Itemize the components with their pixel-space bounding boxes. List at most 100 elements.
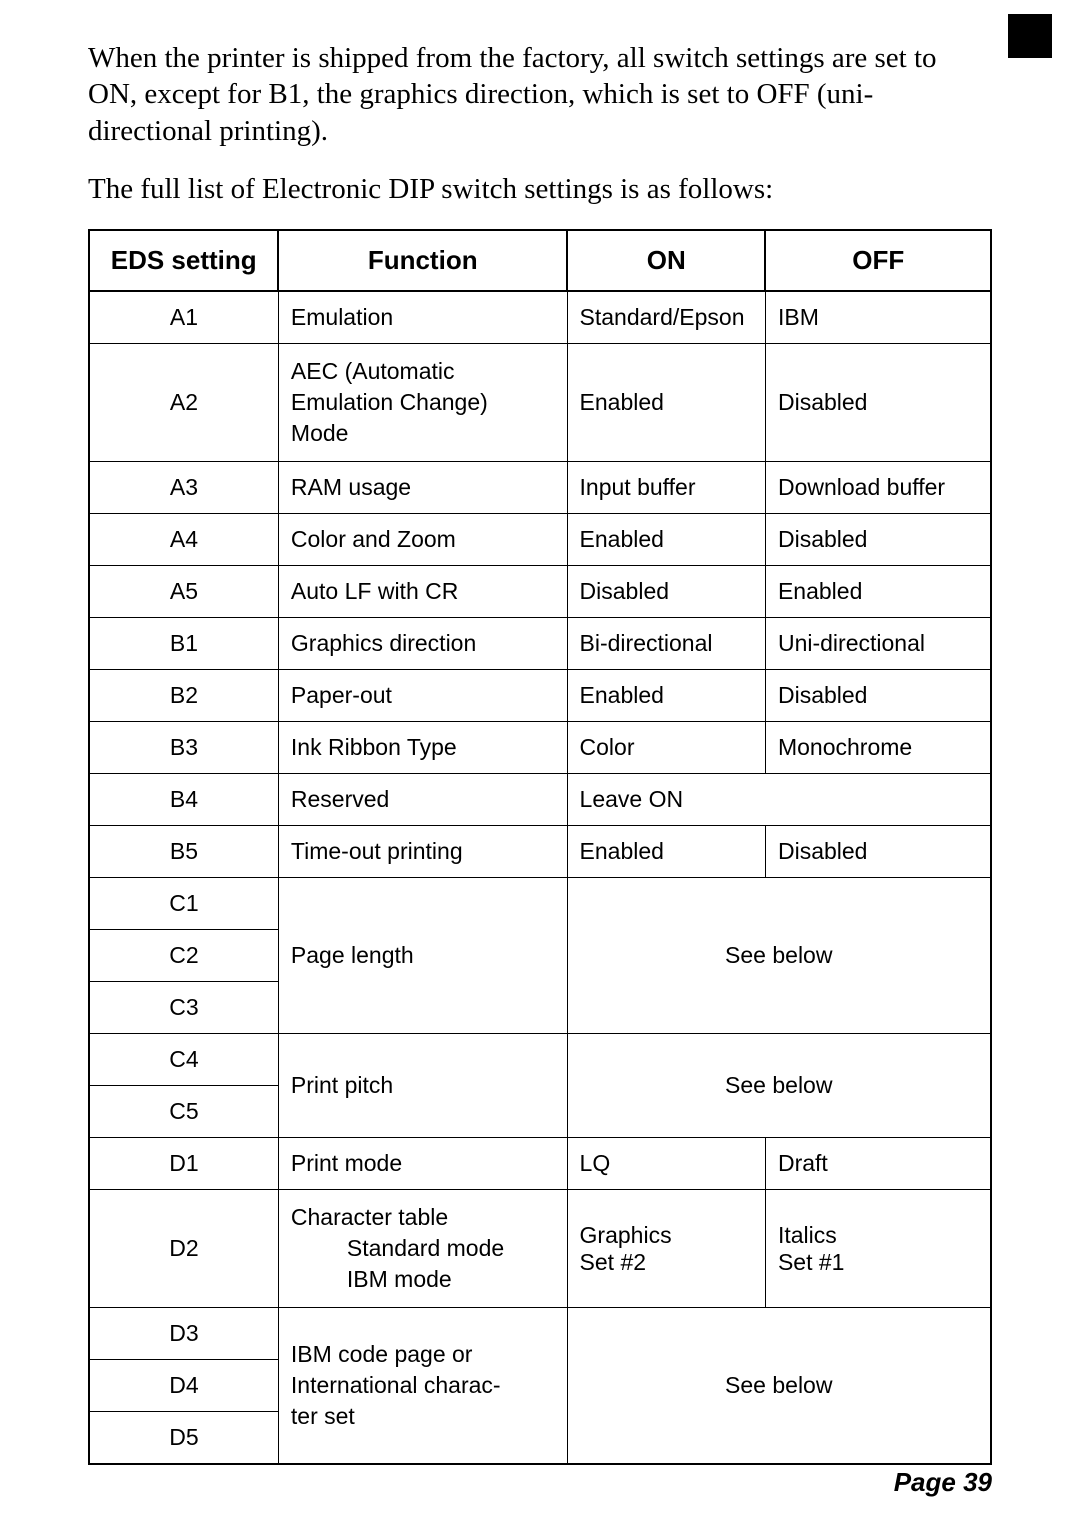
table-row: A1 Emulation Standard/Epson IBM [89, 291, 991, 344]
cell-setting: D4 [89, 1360, 278, 1412]
cell-setting: C5 [89, 1086, 278, 1138]
cell-setting: A1 [89, 291, 278, 344]
cell-function: Page length [278, 878, 567, 1034]
table-row: A2 AEC (Automatic Emulation Change) Mode… [89, 344, 991, 462]
table-row: A4 Color and Zoom Enabled Disabled [89, 514, 991, 566]
cell-merged: See below [567, 878, 991, 1034]
cell-on: Disabled [567, 566, 765, 618]
cell-off: Monochrome [765, 722, 991, 774]
cell-setting: D1 [89, 1138, 278, 1190]
cell-function: Character table Standard mode IBM mode [278, 1190, 567, 1308]
cell-off: Disabled [765, 826, 991, 878]
col-header-setting: EDS setting [89, 230, 278, 291]
cell-merged: See below [567, 1034, 991, 1138]
table-row: A5 Auto LF with CR Disabled Enabled [89, 566, 991, 618]
table-row: A3 RAM usage Input buffer Download buffe… [89, 462, 991, 514]
cell-function: Color and Zoom [278, 514, 567, 566]
cell-off: Download buffer [765, 462, 991, 514]
cell-off: IBM [765, 291, 991, 344]
cell-on: Enabled [567, 344, 765, 462]
cell-setting: C2 [89, 930, 278, 982]
text-line: Standard mode [291, 1233, 555, 1264]
table-row: B1 Graphics direction Bi-directional Uni… [89, 618, 991, 670]
cell-function: Reserved [278, 774, 567, 826]
cell-setting: A4 [89, 514, 278, 566]
cell-on: Standard/Epson [567, 291, 765, 344]
cell-function: Print mode [278, 1138, 567, 1190]
cell-function: RAM usage [278, 462, 567, 514]
cell-on: Enabled [567, 670, 765, 722]
cell-merged: Leave ON [567, 774, 991, 826]
text-line: International charac- [291, 1370, 555, 1401]
cell-setting: C4 [89, 1034, 278, 1086]
cell-setting: A5 [89, 566, 278, 618]
cell-setting: C3 [89, 982, 278, 1034]
cell-function: Time-out printing [278, 826, 567, 878]
table-row: C1 Page length See below [89, 878, 991, 930]
text-line: IBM mode [291, 1264, 555, 1295]
table-row: D3 IBM code page or International charac… [89, 1308, 991, 1360]
cell-setting: D3 [89, 1308, 278, 1360]
intro-text: When the printer is shipped from the fac… [88, 40, 992, 207]
cell-setting: D5 [89, 1412, 278, 1465]
cell-on: LQ [567, 1138, 765, 1190]
cell-setting: B2 [89, 670, 278, 722]
page-number: Page 39 [894, 1467, 992, 1498]
document-page: When the printer is shipped from the fac… [0, 0, 1080, 1528]
cell-off: Disabled [765, 514, 991, 566]
cell-off: Disabled [765, 344, 991, 462]
text-line: AEC (Automatic [291, 358, 455, 384]
cell-on: Bi-directional [567, 618, 765, 670]
cell-off: Enabled [765, 566, 991, 618]
col-header-function: Function [278, 230, 567, 291]
table-row: B4 Reserved Leave ON [89, 774, 991, 826]
cell-off: Draft [765, 1138, 991, 1190]
table-row: D2 Character table Standard mode IBM mod… [89, 1190, 991, 1308]
text-line: Mode [291, 418, 555, 449]
table-row: B3 Ink Ribbon Type Color Monochrome [89, 722, 991, 774]
cell-setting: A3 [89, 462, 278, 514]
cell-function: AEC (Automatic Emulation Change) Mode [278, 344, 567, 462]
table-row: C4 Print pitch See below [89, 1034, 991, 1086]
intro-paragraph-2: The full list of Electronic DIP switch s… [88, 171, 992, 207]
text-line: Set #2 [580, 1249, 753, 1276]
cell-on: Color [567, 722, 765, 774]
cell-setting: B4 [89, 774, 278, 826]
cell-function: Ink Ribbon Type [278, 722, 567, 774]
cell-function: Graphics direction [278, 618, 567, 670]
col-header-on: ON [567, 230, 765, 291]
cell-setting: B3 [89, 722, 278, 774]
corner-mark [1008, 14, 1052, 58]
table-row: B2 Paper-out Enabled Disabled [89, 670, 991, 722]
intro-paragraph-1: When the printer is shipped from the fac… [88, 40, 992, 149]
cell-merged: See below [567, 1308, 991, 1465]
cell-function: Print pitch [278, 1034, 567, 1138]
cell-setting: B5 [89, 826, 278, 878]
cell-on: Enabled [567, 826, 765, 878]
cell-off: Disabled [765, 670, 991, 722]
text-line: Character table [291, 1202, 555, 1233]
table-header-row: EDS setting Function ON OFF [89, 230, 991, 291]
cell-function: Auto LF with CR [278, 566, 567, 618]
cell-off: Italics Set #1 [765, 1190, 991, 1308]
cell-on: Enabled [567, 514, 765, 566]
text-line: Italics [778, 1222, 978, 1249]
cell-on: Input buffer [567, 462, 765, 514]
cell-setting: B1 [89, 618, 278, 670]
cell-setting: C1 [89, 878, 278, 930]
eds-settings-table: EDS setting Function ON OFF A1 Emulation… [88, 229, 992, 1465]
cell-function: IBM code page or International charac- t… [278, 1308, 567, 1465]
text-line: Graphics [580, 1222, 753, 1249]
table-row: B5 Time-out printing Enabled Disabled [89, 826, 991, 878]
cell-on: Graphics Set #2 [567, 1190, 765, 1308]
cell-function: Paper-out [278, 670, 567, 722]
table-row: D1 Print mode LQ Draft [89, 1138, 991, 1190]
cell-setting: A2 [89, 344, 278, 462]
text-line: Emulation Change) [291, 387, 555, 418]
cell-setting: D2 [89, 1190, 278, 1308]
text-line: IBM code page or [291, 1341, 473, 1367]
col-header-off: OFF [765, 230, 991, 291]
cell-off: Uni-directional [765, 618, 991, 670]
cell-function: Emulation [278, 291, 567, 344]
text-line: Set #1 [778, 1249, 978, 1276]
